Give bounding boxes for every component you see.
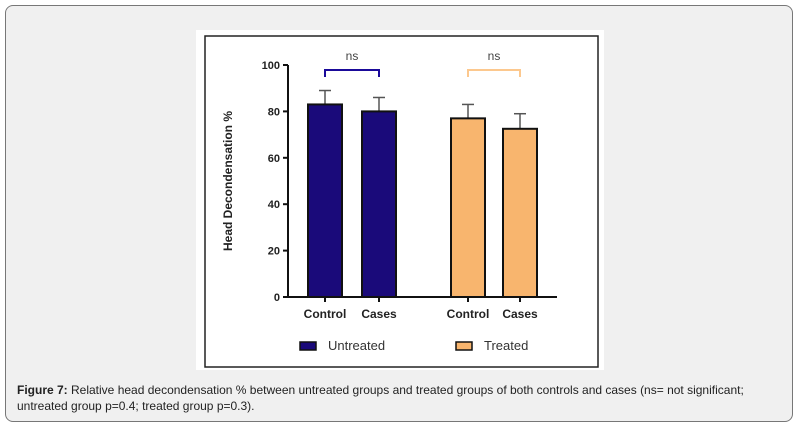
bar-treated-cases [502, 127, 538, 298]
significance-label: ns [488, 49, 501, 63]
legend-swatch [299, 341, 317, 351]
legend-label: Untreated [328, 338, 385, 353]
significance-bracket [324, 69, 380, 77]
x-tick-label: Control [447, 307, 490, 321]
legend-label: Treated [484, 338, 528, 353]
legend-swatch [455, 341, 473, 351]
x-tick-label: Control [304, 307, 347, 321]
y-tick-label: 60 [268, 153, 280, 165]
y-tick-label: 80 [268, 106, 280, 118]
y-tick-label: 0 [274, 292, 280, 304]
significance-bracket [467, 69, 521, 77]
chart-frame [204, 35, 599, 368]
caption-label: Figure 7: [17, 383, 68, 397]
y-tick-label: 20 [268, 246, 280, 258]
bar-treated-control [450, 117, 486, 298]
x-tick-label: Cases [502, 307, 538, 321]
y-axis-label: Head Decondensation % [221, 111, 235, 251]
x-tick-label: Cases [361, 307, 397, 321]
y-tick-label: 100 [262, 60, 280, 72]
figure-caption: Figure 7: Relative head decondensation %… [17, 382, 787, 414]
bar-untreated-cases [361, 110, 397, 299]
y-tick-label: 40 [268, 199, 280, 211]
caption-text: Relative head decondensation % between u… [17, 383, 744, 413]
significance-label: ns [346, 49, 359, 63]
bar-untreated-control [307, 103, 343, 298]
